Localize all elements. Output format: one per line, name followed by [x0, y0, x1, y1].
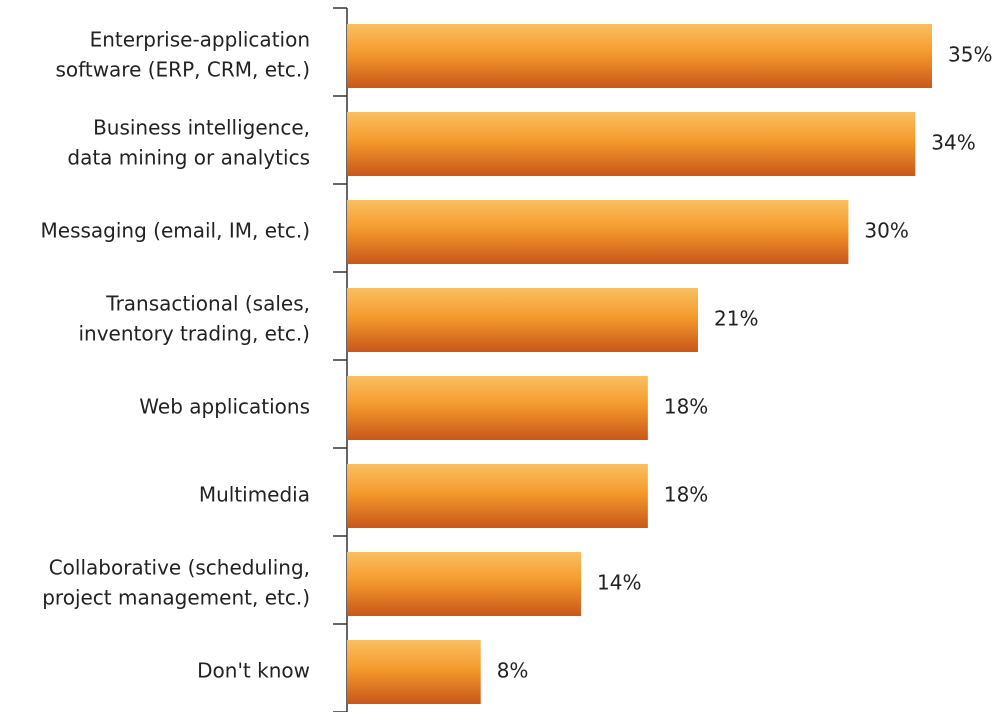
category-label: Messaging (email, IM, etc.) [41, 219, 310, 243]
bar [347, 112, 916, 176]
category-label: Collaborative (scheduling, [49, 556, 310, 580]
bar [347, 200, 849, 264]
bar [347, 464, 648, 528]
category-label: Web applications [139, 395, 310, 419]
bar [347, 288, 698, 352]
category-label: Multimedia [199, 483, 310, 507]
value-label: 34% [931, 131, 975, 155]
category-label: data mining or analytics [67, 146, 310, 170]
bar [347, 376, 648, 440]
category-label: software (ERP, CRM, etc.) [56, 58, 311, 82]
value-label: 21% [714, 307, 758, 331]
category-label: Transactional (sales, [105, 292, 310, 316]
category-label: inventory trading, etc.) [78, 322, 310, 346]
category-label: project management, etc.) [42, 586, 310, 610]
value-label: 30% [864, 219, 908, 243]
value-label: 18% [664, 483, 708, 507]
category-label: Don't know [197, 659, 310, 683]
value-label: 18% [664, 395, 708, 419]
value-label: 8% [497, 659, 529, 683]
bar [347, 24, 932, 88]
value-label: 14% [597, 571, 641, 595]
category-label: Business intelligence, [93, 116, 310, 140]
bar [347, 640, 481, 704]
category-label: Enterprise-application [90, 28, 310, 52]
value-label: 35% [948, 43, 992, 67]
bar [347, 552, 581, 616]
